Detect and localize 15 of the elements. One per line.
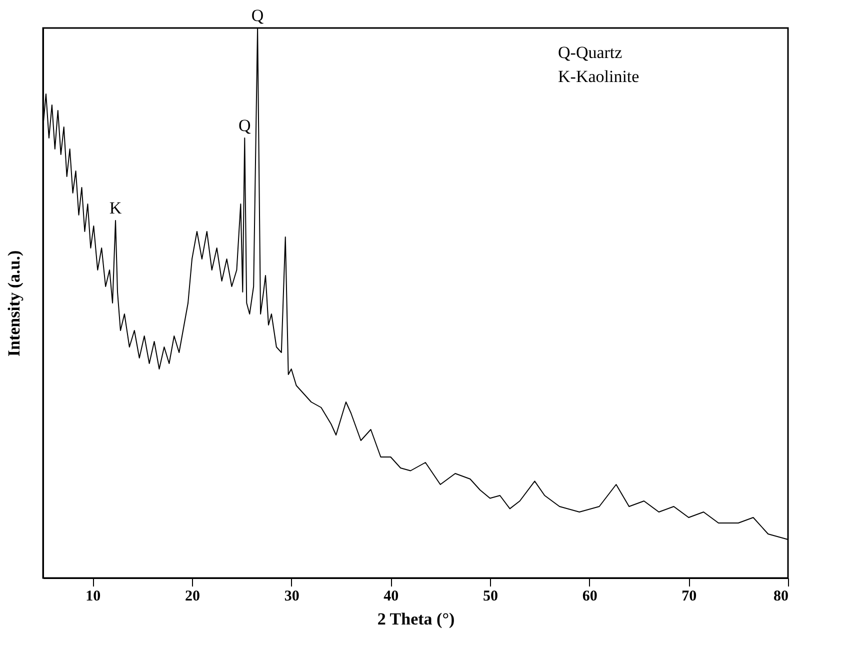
x-tick-label: 50 — [483, 588, 498, 604]
x-tick-label: 10 — [86, 588, 101, 604]
x-tick-label: 20 — [185, 588, 200, 604]
x-tick-label: 40 — [384, 588, 399, 604]
x-tick-label: 60 — [582, 588, 598, 604]
x-tick-label: 30 — [284, 588, 300, 604]
x-tick-label: 70 — [682, 588, 697, 604]
annotation: K-Kaolinite — [558, 67, 640, 86]
x-tick-label: 80 — [774, 588, 788, 604]
y-axis-title: Intensity (a.u.) — [4, 250, 24, 357]
annotation: Q — [238, 116, 251, 135]
annotation: Q — [251, 6, 264, 25]
annotation: Q-Quartz — [558, 43, 623, 62]
annotation: K — [109, 198, 122, 218]
x-axis-title: 2 Theta (°) — [377, 610, 455, 628]
